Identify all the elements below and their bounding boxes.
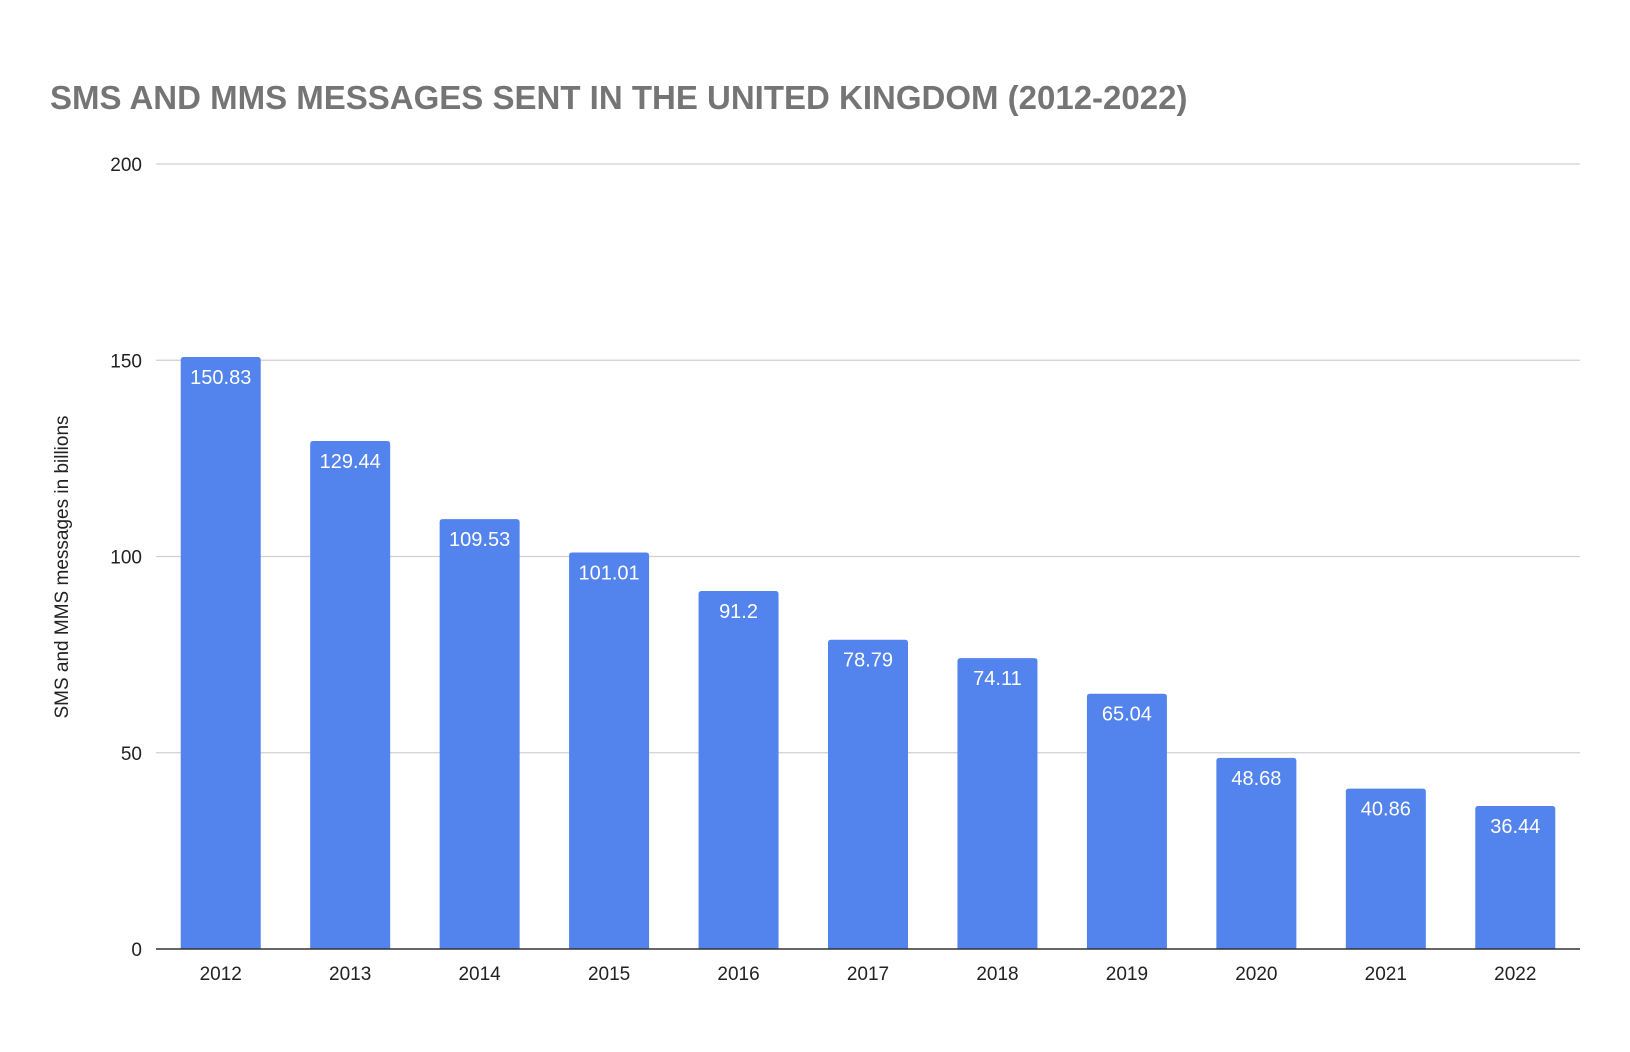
bar-2017 [828, 639, 908, 949]
data-label-2017: 78.79 [843, 650, 893, 672]
bar-2013 [310, 440, 391, 949]
bar-2018 [957, 658, 1038, 949]
x-tick-label: 2019 [1106, 964, 1148, 985]
x-tick-label: 2020 [1235, 964, 1277, 985]
x-tick-label: 2014 [458, 964, 501, 985]
x-tick-label: 2018 [976, 964, 1018, 985]
data-label-2015: 101.01 [579, 563, 640, 585]
data-label-2021: 40.86 [1361, 799, 1411, 821]
x-tick-label: 2015 [588, 964, 630, 985]
y-tick-label: 100 [110, 548, 142, 569]
x-tick-label: 2012 [200, 964, 242, 985]
x-tick-label: 2022 [1494, 964, 1536, 985]
data-labels: 150.83 129.44 109.53 101.01 91.2 78.79 74.11 65… [190, 367, 1540, 838]
bar-2016 [698, 591, 779, 949]
bar-2021 [1345, 788, 1426, 949]
data-label-2016: 91.2 [719, 601, 758, 623]
x-tick-label: 2016 [717, 964, 759, 985]
bar-2019 [1086, 693, 1167, 949]
y-tick-label: 150 [110, 351, 142, 372]
data-label-2013: 129.44 [320, 451, 381, 473]
bar-2015 [569, 552, 650, 949]
bar-2014 [439, 519, 520, 949]
bars [180, 356, 1556, 949]
x-tick-label: 2013 [329, 964, 371, 985]
x-tick-label: 2021 [1365, 964, 1407, 985]
bar-2022 [1475, 805, 1556, 949]
data-label-2022: 36.44 [1490, 816, 1540, 838]
y-tick-label: 200 [110, 155, 142, 176]
data-label-2019: 65.04 [1102, 704, 1152, 726]
y-tick-label: 0 [131, 940, 142, 961]
y-axis-ticks: 0 50 100 150 200 [110, 155, 142, 961]
bar-2012 [180, 356, 261, 949]
x-axis-ticks: 2012 2013 2014 2015 2016 2017 2018 2019 2020 2021… [200, 964, 1537, 985]
x-tick-label: 2017 [847, 964, 889, 985]
y-tick-label: 50 [121, 744, 142, 765]
data-label-2014: 109.53 [449, 529, 510, 551]
chart-title: SMS AND MMS MESSAGES SENT IN THE UNITED … [50, 79, 1187, 116]
data-label-2012: 150.83 [190, 367, 251, 389]
data-label-2020: 48.68 [1231, 768, 1281, 790]
y-axis-label: SMS and MMS messages in billions [52, 415, 73, 718]
data-label-2018: 74.11 [973, 668, 1022, 690]
bar-2020 [1216, 757, 1297, 949]
